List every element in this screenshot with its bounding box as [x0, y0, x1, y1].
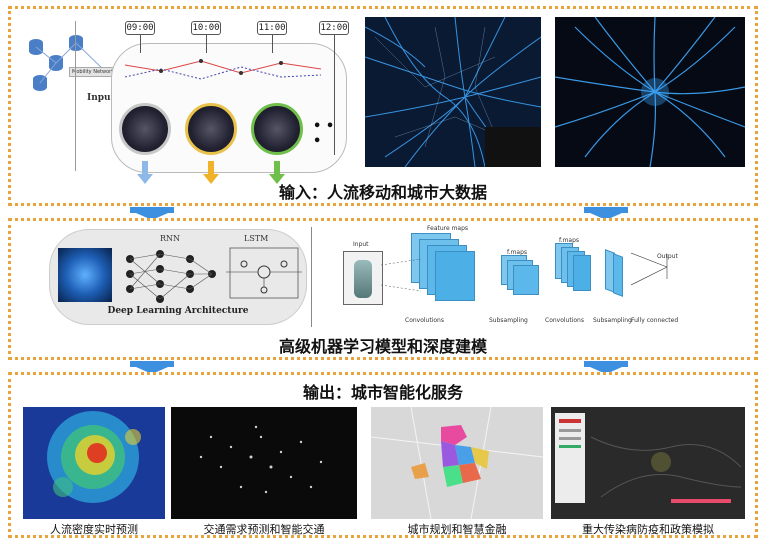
input-panel: Mobility Network Input 09:00 10:00 11:00…	[8, 6, 758, 206]
down-arrow-icon	[137, 161, 153, 185]
deep-learning-box: RNN LSTM	[49, 229, 307, 325]
time-label: 10:00	[191, 21, 221, 35]
output-label: 人流密度实时预测	[50, 523, 138, 536]
deep-learning-title: Deep Learning Architecture	[107, 306, 249, 316]
time-tick	[206, 35, 207, 53]
ellipsis: • • •	[313, 119, 335, 149]
output-label: 交通需求预测和智能交通	[203, 523, 325, 536]
time-label: 09:00	[125, 21, 155, 35]
city-map-thumbnail	[251, 103, 303, 155]
f-maps-label: f.maps	[559, 237, 580, 244]
mobility-network-label: Mobility Network	[69, 67, 118, 77]
flow-arrow-icon	[130, 361, 174, 374]
fully-connected-lines	[631, 252, 668, 286]
feature-maps-label: Feature maps	[427, 225, 469, 232]
output-label: Output	[657, 253, 678, 260]
output-label: 重大传染病防疫和政策模拟	[582, 523, 714, 536]
crowd-density-map	[23, 407, 165, 519]
mobility-input-graphic: Mobility Network Input 09:00 10:00 11:00…	[25, 21, 349, 184]
input-label: Input	[87, 93, 115, 103]
subsampling-label: Subsampling	[593, 317, 632, 324]
flow-arrow-icon	[584, 207, 628, 220]
time-label: 11:00	[257, 21, 287, 35]
lstm-diagram	[226, 247, 302, 299]
time-label: 12:00	[319, 21, 349, 35]
city-map-thumbnail	[119, 103, 171, 155]
output-panel: 输出：城市智能化服务 人流密度实时预测 交通需求预测和智能交通	[8, 372, 758, 538]
mobility-heatmap-image	[365, 17, 541, 167]
robot-figure	[354, 260, 372, 298]
mobility-heatmap-image	[555, 17, 745, 167]
rnn-diagram	[126, 250, 216, 303]
model-panel: RNN LSTM	[8, 218, 758, 360]
cnn-diagram: Input Feature maps f.maps f.maps Out	[341, 225, 681, 331]
flow-arrow-icon	[130, 207, 174, 220]
traffic-demand-map	[171, 407, 357, 519]
time-tick	[140, 35, 141, 53]
convolutions-label: Convolutions	[545, 317, 584, 324]
lstm-label: LSTM	[244, 234, 269, 243]
feature-map-stack	[411, 233, 475, 305]
conv-stack	[555, 243, 605, 297]
input-image-frame	[343, 251, 383, 305]
divider	[75, 21, 76, 171]
time-tick	[272, 35, 273, 53]
subsample-stack	[501, 255, 547, 301]
model-caption: 高级机器学习模型和深度建模	[278, 337, 487, 356]
rnn-label: RNN	[160, 234, 181, 243]
flow-arrow-icon	[584, 361, 628, 374]
f-maps-label: f.maps	[507, 249, 528, 256]
convolution-lines	[381, 258, 421, 292]
epidemic-simulation-map	[551, 407, 745, 519]
brain-image	[58, 248, 112, 302]
subsampling-label: Subsampling	[489, 317, 528, 324]
down-arrow-icon	[203, 161, 219, 185]
city-map-thumbnail	[185, 103, 237, 155]
output-caption: 输出：城市智能化服务	[302, 383, 463, 402]
cnn-input-label: Input	[353, 241, 369, 248]
time-tick	[334, 35, 335, 155]
network-links	[35, 42, 106, 84]
output-label: 城市规划和智慧金融	[407, 523, 507, 536]
down-arrow-icon	[269, 161, 285, 185]
urban-planning-map	[371, 407, 543, 519]
convolutions-label: Convolutions	[405, 317, 444, 324]
input-caption: 输入：人流移动和城市大数据	[278, 183, 487, 202]
divider	[311, 227, 312, 327]
trajectory-lines	[124, 59, 322, 80]
fully-connected-label: Fully connected	[631, 317, 679, 324]
